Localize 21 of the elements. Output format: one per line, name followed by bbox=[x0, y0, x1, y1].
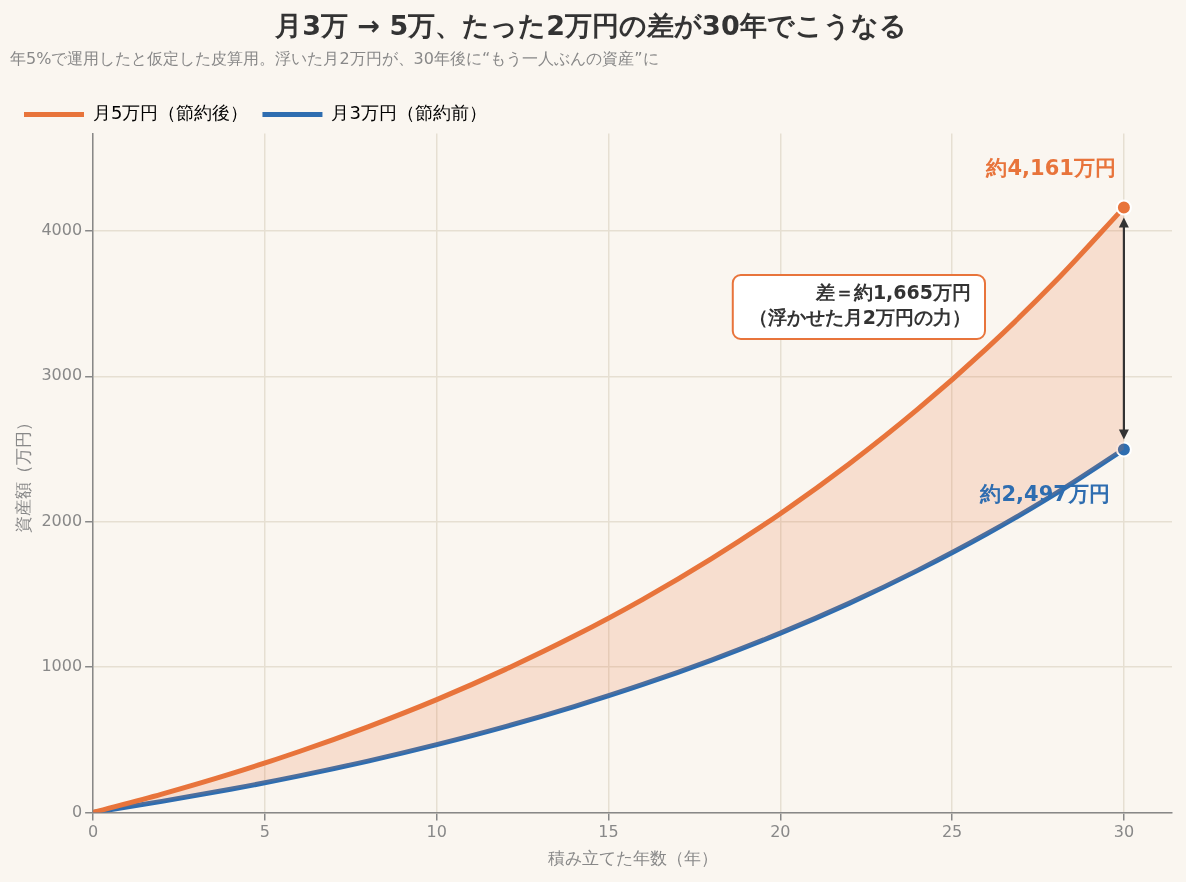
x-tick-label: 0 bbox=[88, 822, 99, 842]
y-tick-label: 1000 bbox=[41, 656, 83, 676]
legend-label: 月5万円（節約後） bbox=[93, 102, 249, 124]
x-axis-title: 積み立てた年数（年） bbox=[547, 848, 718, 869]
x-tick-label: 25 bbox=[941, 822, 963, 842]
x-tick-label: 5 bbox=[259, 822, 271, 842]
chart-title: 月3万 → 5万、たった2万円の差が30年でこうなる bbox=[274, 10, 907, 42]
y-tick-label: 4000 bbox=[41, 220, 83, 240]
annotation: （浮かせた月2万円の力） bbox=[748, 305, 971, 328]
legend-label: 月3万円（節約前） bbox=[331, 102, 487, 124]
annotation: 差＝約1,665万円 bbox=[814, 280, 971, 303]
x-tick-label: 15 bbox=[598, 822, 619, 842]
y-tick-label: 0 bbox=[71, 801, 83, 821]
chart-subtitle: 年5%で運用したと仮定した皮算用。浮いた月2万円が、30年後に“もう一人ぶんの資産”に bbox=[10, 49, 659, 69]
y-tick-label: 3000 bbox=[41, 365, 83, 385]
x-tick-label: 30 bbox=[1113, 822, 1135, 842]
y-tick-label: 2000 bbox=[41, 510, 83, 530]
y-axis-title: 資産額（万円） bbox=[12, 413, 33, 533]
annotation: 約4,161万円 bbox=[985, 155, 1116, 180]
x-tick-label: 20 bbox=[770, 822, 791, 842]
x-tick-label: 10 bbox=[426, 822, 447, 842]
